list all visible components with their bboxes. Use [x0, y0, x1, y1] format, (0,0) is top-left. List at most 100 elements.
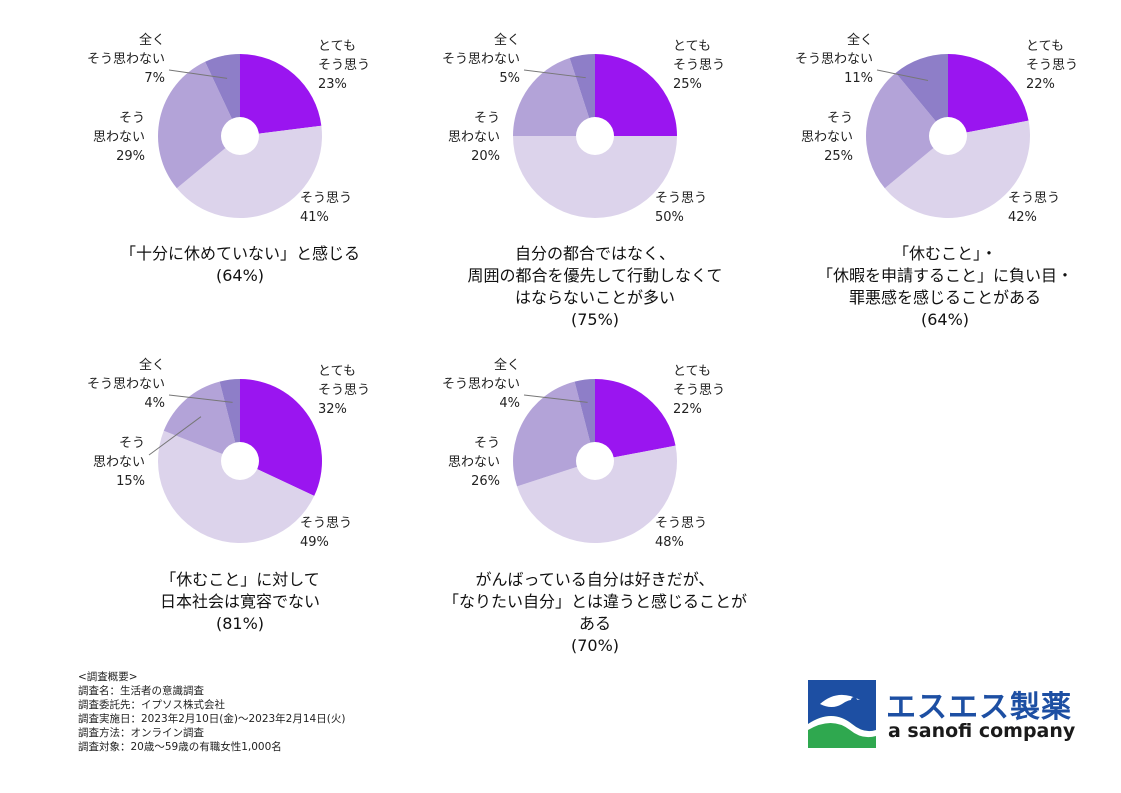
chart-caption-2: 自分の都合ではなく、 周囲の都合を優先して行動しなくて はならないことが多い (75%… [420, 243, 770, 331]
chart-caption-4: 「休むこと」に対して 日本社会は寛容でない (81%) [60, 569, 420, 635]
donut-slice-disagree [866, 72, 948, 189]
slice-value-label: 7% [144, 71, 165, 86]
slice-value-label: 42% [1008, 210, 1037, 225]
caption-percentage: (81%) [215, 614, 265, 633]
donut-slice-disagree [157, 61, 240, 189]
caption-line: 「なりたい自分」とは違うと感じることが [442, 592, 747, 611]
slice-category-label: 思わない [93, 455, 145, 470]
logo-text-jp: エスエス製薬 [886, 690, 1072, 725]
donut-slice-disagree [513, 58, 595, 137]
slice-category-label: そう思わない [442, 52, 520, 67]
slice-category-label: そう思う [300, 516, 352, 531]
slice-category-label: そう思う [1026, 58, 1078, 73]
caption-percentage: (70%) [570, 636, 620, 655]
caption-line: 「休むこと」に対して [160, 570, 320, 589]
slice-label-disagree: そう思わない 20% [448, 111, 500, 164]
survey-line: 調査実施日：2023年2月10日(金)～2023年2月14日(火) [78, 713, 346, 725]
chart-panel-1: とても そう思う 23% そう思う 41% そう 思わない 29% 全く そう思わない 7% 「十分… [60, 20, 390, 320]
slice-category-label: そう思う [673, 58, 725, 73]
donut-slice-strongly-disagree [219, 379, 240, 461]
slice-label-agree: そう思う 48% [655, 516, 707, 550]
donut-slice-agree [517, 445, 678, 544]
slice-category-label: そう [119, 436, 145, 451]
slice-category-label: 思わない [448, 130, 500, 145]
leader-line [523, 69, 586, 79]
slice-label-agree: そう思う 41% [300, 191, 352, 225]
caption-percentage: (75%) [570, 310, 620, 329]
caption-percentage: (64%) [215, 266, 265, 285]
slice-category-label: 全く [139, 357, 165, 373]
slice-label-disagree: そう思わない 26% [448, 436, 500, 489]
slice-category-label: とても [673, 364, 711, 379]
slice-value-label: 4% [499, 396, 520, 411]
slice-category-label: そう思わない [442, 377, 520, 392]
donut-slice-strongly-disagree [569, 53, 595, 136]
slice-value-label: 29% [116, 149, 145, 164]
slice-category-label: そう [474, 111, 500, 126]
slice-category-label: とても [673, 39, 711, 54]
slice-value-label: 5% [499, 71, 520, 86]
slice-label-agree: そう思う 42% [1008, 191, 1060, 225]
slice-category-label: そう [119, 111, 145, 126]
slice-category-label: 思わない [448, 455, 500, 470]
slice-category-label: そう思う [673, 383, 725, 398]
slice-category-label: とても [318, 39, 356, 54]
slice-value-label: 4% [144, 396, 165, 411]
slice-category-label: そう思う [655, 516, 707, 531]
caption-line: ある [578, 614, 611, 633]
chart-caption-5: がんばっている自分は好きだが、 「なりたい自分」とは違うと感じることが ある (70%… [420, 569, 770, 657]
chart-caption-3: 「休むこと」・ 「休暇を申請すること」に負い目・ 罪悪感を感じることがある (64%) [770, 243, 1120, 331]
slice-category-label: 思わない [93, 130, 145, 145]
slice-label-disagree: そう思わない 15% [93, 436, 145, 489]
leader-line [876, 69, 929, 81]
slice-category-label: 全く [139, 32, 165, 48]
donut-slice-agree [176, 125, 322, 218]
survey-line: 調査方法：オンライン調査 [78, 727, 204, 739]
slice-category-label: そう思う [655, 191, 707, 206]
caption-line: 「十分に休めていない」と感じる [119, 244, 360, 263]
donut-slice-strongly-disagree [574, 379, 595, 461]
leader-line [168, 69, 228, 79]
slice-value-label: 15% [116, 474, 145, 489]
chart-panel-2: とても そう思う 25% そう思う 50% そう 思わない 20% 全く そう思わない 5% 自分の… [420, 20, 760, 340]
donut-hole [576, 442, 614, 480]
slice-category-label: そう [827, 111, 853, 126]
survey-overview: <調査概要> 調査名：生活者の意識調査 調査委託先：イプソス株式会社 調査実施日… [78, 670, 345, 754]
caption-line: 「休むこと」・ [892, 244, 997, 263]
chart-panel-5: とても そう思う 22% そう思う 48% そう 思わない 26% 全く そう思わない 4% がんば… [420, 345, 760, 665]
donut-slice-agree [157, 430, 315, 544]
slice-value-label: 25% [673, 77, 702, 92]
caption-line: 「休暇を申請すること」に負い目・ [816, 266, 1073, 285]
slice-category-label: そう思う [318, 58, 370, 73]
survey-line: <調査概要> [78, 671, 138, 683]
slice-category-label: 全く [847, 32, 873, 48]
slice-category-label: そう思わない [795, 52, 873, 67]
donut-slice-strongly-disagree [895, 54, 948, 136]
caption-line: 罪悪感を感じることがある [848, 288, 1041, 307]
slice-category-label: そう思う [300, 191, 352, 206]
caption-line: 日本社会は寛容でない [159, 592, 320, 611]
slice-category-label: そう思わない [87, 52, 165, 67]
slice-value-label: 50% [655, 210, 684, 225]
leader-line [168, 394, 233, 403]
slice-category-label: そう思う [1008, 191, 1060, 206]
slice-category-label: そう思う [318, 383, 370, 398]
caption-line: はならないことが多い [514, 288, 675, 307]
logo-text-en: a sanofi company [888, 720, 1076, 742]
slice-category-label: 全く [494, 32, 520, 48]
chart-panel-4: とても そう思う 32% そう思う 49% そう 思わない 15% 全く そう思わない 4% 「休む… [60, 345, 390, 645]
slice-value-label: 26% [471, 474, 500, 489]
slice-label-agree: そう思う 49% [300, 516, 352, 550]
slice-category-label: 思わない [801, 130, 853, 145]
survey-line: 調査名：生活者の意識調査 [78, 685, 204, 697]
